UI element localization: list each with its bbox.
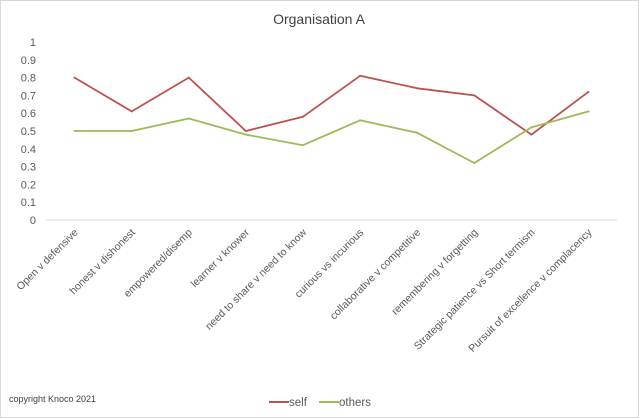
x-tick-label: learner v knower: [189, 226, 253, 290]
y-tick-label: 0.6: [21, 108, 36, 120]
data-point-others: [587, 110, 590, 113]
x-tick-label: Open v defensive: [14, 227, 80, 293]
data-point-others: [73, 130, 76, 132]
data-point-others: [416, 131, 419, 134]
data-point-self: [187, 76, 190, 79]
y-tick-label: 1: [30, 37, 36, 49]
data-point-self: [473, 94, 476, 97]
y-tick-label: 0.1: [21, 197, 36, 209]
y-tick-label: 0.7: [21, 90, 36, 102]
y-tick-label: 0.5: [21, 126, 36, 138]
legend-label-others: others: [339, 397, 371, 409]
data-point-others: [187, 117, 190, 120]
data-point-self: [359, 74, 362, 77]
data-point-self: [416, 87, 419, 90]
y-tick-label: 0.9: [21, 55, 36, 67]
data-point-others: [301, 144, 304, 147]
legend: self others: [269, 397, 371, 409]
y-tick-label: 0.8: [21, 73, 36, 85]
data-point-self: [587, 90, 590, 93]
data-point-others: [130, 130, 133, 132]
copyright-text: copyright Knoco 2021: [9, 394, 97, 404]
y-axis: 0 0.1 0.2 0.3 0.4 0.5 0.6 0.7 0.8 0.9 1: [21, 37, 36, 227]
data-point-others: [359, 119, 362, 122]
legend-label-self: self: [289, 397, 308, 409]
data-point-self: [244, 130, 247, 132]
y-tick-label: 0.3: [21, 162, 36, 174]
data-point-self: [130, 110, 133, 113]
series-line-others: [74, 110, 589, 164]
x-tick-label: Pursuit of excellence v complacency: [466, 226, 595, 355]
data-point-others: [530, 126, 533, 129]
series-line-self: [74, 74, 590, 136]
data-point-others: [473, 162, 476, 165]
data-point-others: [244, 133, 247, 136]
x-tick-label: need to share v need to know: [203, 226, 309, 332]
y-tick-label: 0.2: [21, 179, 36, 191]
data-point-self: [530, 133, 533, 136]
y-tick-label: 0: [30, 215, 36, 227]
chart-title: Organisation A: [273, 11, 365, 27]
data-point-self: [301, 115, 304, 118]
data-point-self: [73, 76, 76, 79]
y-tick-label: 0.4: [21, 144, 36, 156]
series-layer: [73, 74, 590, 165]
x-tick-label: Strategic patience vs Short termism: [412, 226, 538, 352]
